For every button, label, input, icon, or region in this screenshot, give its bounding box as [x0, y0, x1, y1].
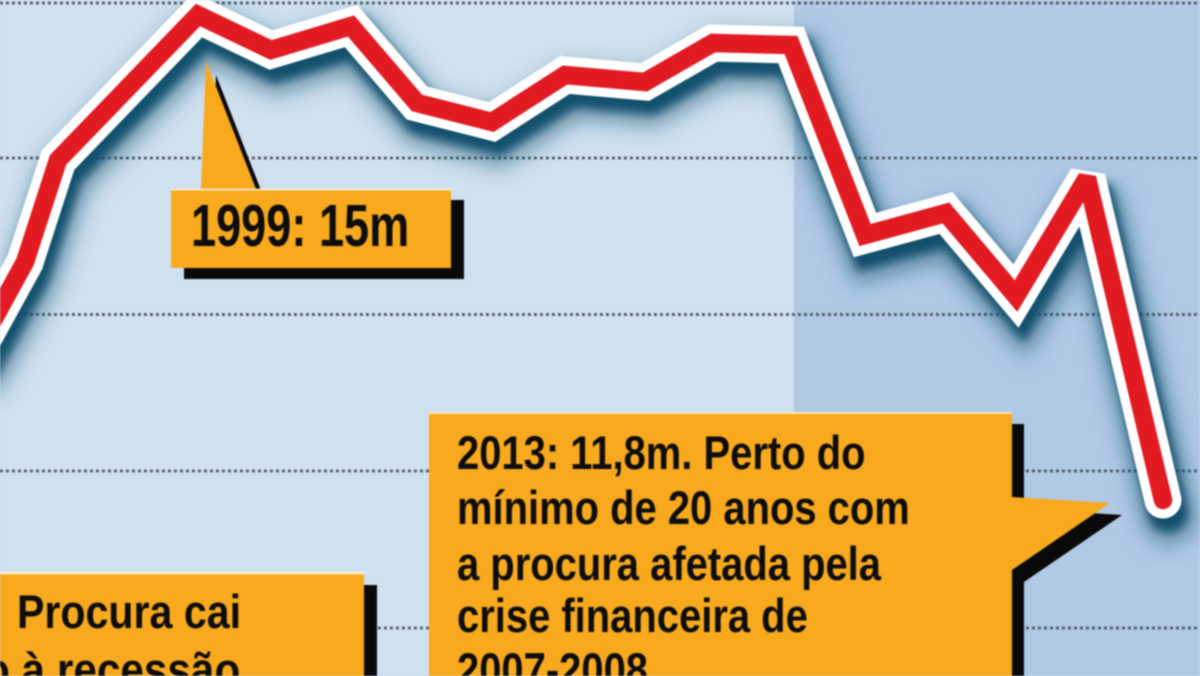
svg-text:mínimo de 20 anos com: mínimo de 20 anos com	[457, 483, 910, 535]
svg-text:1999: 15m: 1999: 15m	[191, 193, 409, 259]
svg-text:Procura cai: Procura cai	[17, 586, 241, 638]
svg-text:2007-2008: 2007-2008	[457, 645, 648, 676]
svg-text:a procura afetada pela: a procura afetada pela	[457, 539, 882, 591]
svg-text:crise financeira de: crise financeira de	[457, 591, 808, 643]
svg-text:2013: 11,8m. Perto do: 2013: 11,8m. Perto do	[457, 428, 865, 480]
svg-text:o à recessão: o à recessão	[0, 645, 240, 676]
